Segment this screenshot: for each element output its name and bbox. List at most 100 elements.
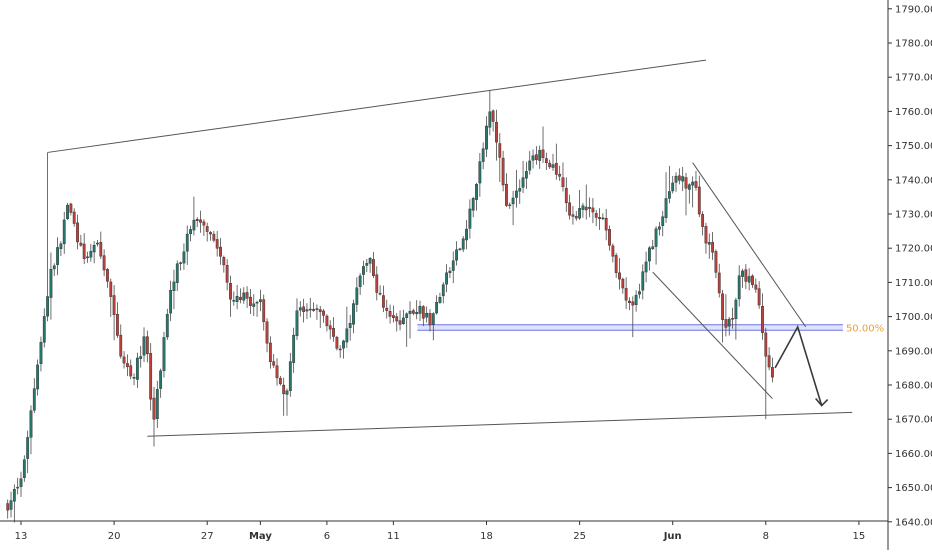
candle bbox=[195, 217, 199, 227]
candle bbox=[445, 264, 448, 293]
candle bbox=[744, 264, 748, 290]
candle bbox=[79, 234, 83, 247]
candle bbox=[488, 90, 492, 136]
candle-body bbox=[441, 284, 445, 297]
candle bbox=[49, 252, 53, 320]
candle bbox=[268, 336, 272, 369]
candle bbox=[225, 259, 229, 291]
candle bbox=[315, 304, 319, 320]
candle-body bbox=[505, 183, 508, 206]
candle bbox=[561, 162, 565, 192]
candle-body bbox=[62, 219, 66, 245]
candle-body bbox=[9, 500, 13, 510]
candle bbox=[628, 297, 631, 311]
fibonacci-zone-layer: 50.00% bbox=[417, 324, 884, 335]
candle bbox=[335, 335, 339, 351]
candle-body bbox=[132, 377, 136, 379]
projected-path-arrow bbox=[774, 324, 823, 406]
candle bbox=[29, 405, 33, 455]
candle bbox=[398, 310, 402, 331]
candle bbox=[598, 208, 601, 230]
candle-body bbox=[531, 155, 535, 161]
candle-body bbox=[392, 315, 395, 318]
candle-body bbox=[305, 309, 309, 312]
candle bbox=[385, 299, 389, 319]
candle bbox=[588, 197, 591, 218]
falling-wedge-lower-line bbox=[652, 271, 773, 400]
candle bbox=[92, 240, 96, 264]
candle-body bbox=[757, 288, 761, 306]
candle-body bbox=[268, 342, 272, 362]
candle bbox=[508, 202, 512, 209]
candle bbox=[661, 211, 665, 237]
candle-body bbox=[431, 313, 435, 325]
candle-body bbox=[435, 301, 439, 314]
candle bbox=[322, 309, 325, 323]
candle-body bbox=[82, 243, 86, 259]
price-tick-label: 1690.000 bbox=[895, 346, 932, 357]
candle-body bbox=[378, 292, 382, 295]
candle bbox=[528, 151, 532, 175]
candle-body bbox=[298, 307, 302, 311]
falling-wedge-upper-line bbox=[692, 162, 807, 328]
candle bbox=[102, 249, 106, 277]
candle bbox=[288, 352, 292, 397]
candle-body bbox=[418, 306, 422, 314]
candle bbox=[192, 196, 196, 236]
candle bbox=[438, 292, 442, 304]
candle bbox=[534, 146, 538, 165]
candle bbox=[362, 260, 365, 285]
candle-body bbox=[455, 249, 458, 261]
candle-body bbox=[342, 340, 345, 349]
candle bbox=[624, 277, 628, 310]
candle-body bbox=[159, 370, 163, 389]
candle bbox=[69, 202, 73, 216]
candle bbox=[26, 430, 30, 474]
candle bbox=[541, 126, 545, 163]
candle-body bbox=[405, 313, 409, 318]
candle bbox=[9, 491, 13, 518]
candle-body bbox=[29, 410, 33, 438]
candle-body bbox=[621, 278, 625, 289]
candles-layer bbox=[6, 90, 774, 523]
candle bbox=[99, 231, 103, 260]
time-tick-label: 15 bbox=[853, 531, 866, 542]
candle bbox=[761, 293, 764, 340]
candle-body bbox=[428, 313, 432, 326]
candle bbox=[355, 277, 359, 312]
candle bbox=[235, 285, 239, 310]
candle-body bbox=[322, 310, 325, 316]
candle bbox=[245, 286, 249, 308]
candle-body bbox=[511, 197, 515, 205]
candle-body bbox=[172, 281, 176, 291]
candle-body bbox=[741, 270, 744, 277]
candle bbox=[308, 297, 312, 318]
candle-body bbox=[52, 265, 56, 270]
candle bbox=[401, 309, 405, 325]
candle bbox=[292, 327, 296, 373]
projected-path-arrowhead bbox=[815, 397, 829, 407]
candle bbox=[531, 149, 535, 169]
candle-body bbox=[292, 334, 296, 363]
candle-body bbox=[588, 207, 591, 209]
price-tick-label: 1720.000 bbox=[895, 244, 932, 255]
candle-body bbox=[16, 486, 20, 489]
candle bbox=[159, 368, 163, 398]
candle bbox=[614, 252, 618, 278]
candle-body bbox=[634, 294, 638, 305]
candle bbox=[189, 225, 192, 242]
candle bbox=[558, 165, 562, 181]
candle-body bbox=[438, 296, 442, 303]
candle-body bbox=[658, 226, 661, 230]
candle-body bbox=[182, 251, 186, 264]
candle bbox=[139, 345, 143, 368]
time-tick-label: Jun bbox=[663, 531, 682, 542]
candle-body bbox=[152, 397, 156, 420]
candle bbox=[76, 214, 79, 250]
candle bbox=[505, 173, 508, 208]
candle-body bbox=[641, 271, 645, 291]
candle-body bbox=[252, 303, 256, 307]
candle bbox=[441, 282, 445, 304]
